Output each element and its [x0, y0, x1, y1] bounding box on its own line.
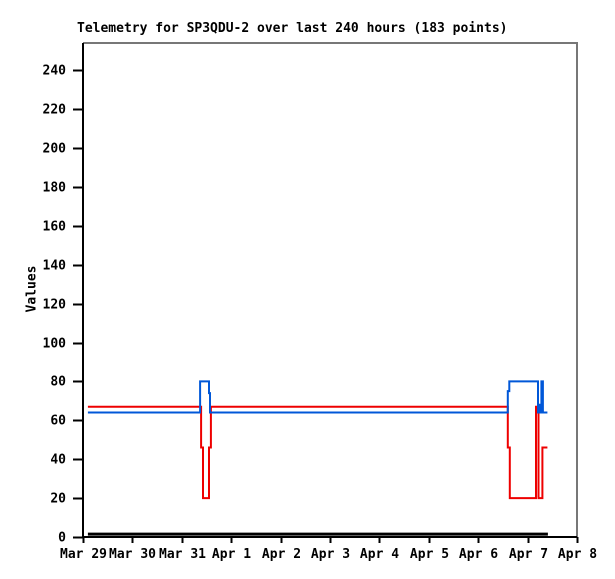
plot-frame-top-right — [83, 42, 578, 537]
x-tick-label: Apr 3 — [311, 547, 350, 562]
plot-frame-left-bottom — [82, 43, 577, 538]
series-line-blue-channel — [87, 380, 548, 414]
y-tick-label: 160 — [43, 220, 67, 235]
y-tick-label: 20 — [50, 492, 66, 507]
x-tick-label: Apr 2 — [262, 547, 301, 562]
x-tick-label: Apr 7 — [509, 547, 548, 562]
x-tick-label: Mar 29 — [60, 547, 107, 562]
y-tick-label: 40 — [50, 453, 66, 468]
y-tick-label: 220 — [43, 103, 67, 118]
x-tick-label: Mar 30 — [109, 547, 156, 562]
chart-title: Telemetry for SP3QDU-2 over last 240 hou… — [77, 21, 508, 36]
y-tick-label: 60 — [50, 414, 66, 429]
x-tick-label: Apr 1 — [212, 547, 251, 562]
y-tick-label: 100 — [43, 337, 67, 352]
y-tick-label: 120 — [43, 298, 67, 313]
x-tick-label: Mar 31 — [159, 547, 206, 562]
x-tick-label: Apr 6 — [459, 547, 498, 562]
series-line-red-channel — [87, 405, 548, 500]
x-tick-label: Apr 5 — [410, 547, 449, 562]
y-tick-label: 200 — [43, 142, 67, 157]
y-tick-label: 180 — [43, 181, 67, 196]
x-tick-label: Apr 4 — [360, 547, 399, 562]
y-tick-label: 240 — [43, 64, 67, 79]
y-tick-label: 80 — [50, 375, 66, 390]
y-tick-label: 0 — [58, 531, 66, 546]
y-tick-label: 140 — [43, 259, 67, 274]
x-tick-label: Apr 8 — [558, 547, 597, 562]
